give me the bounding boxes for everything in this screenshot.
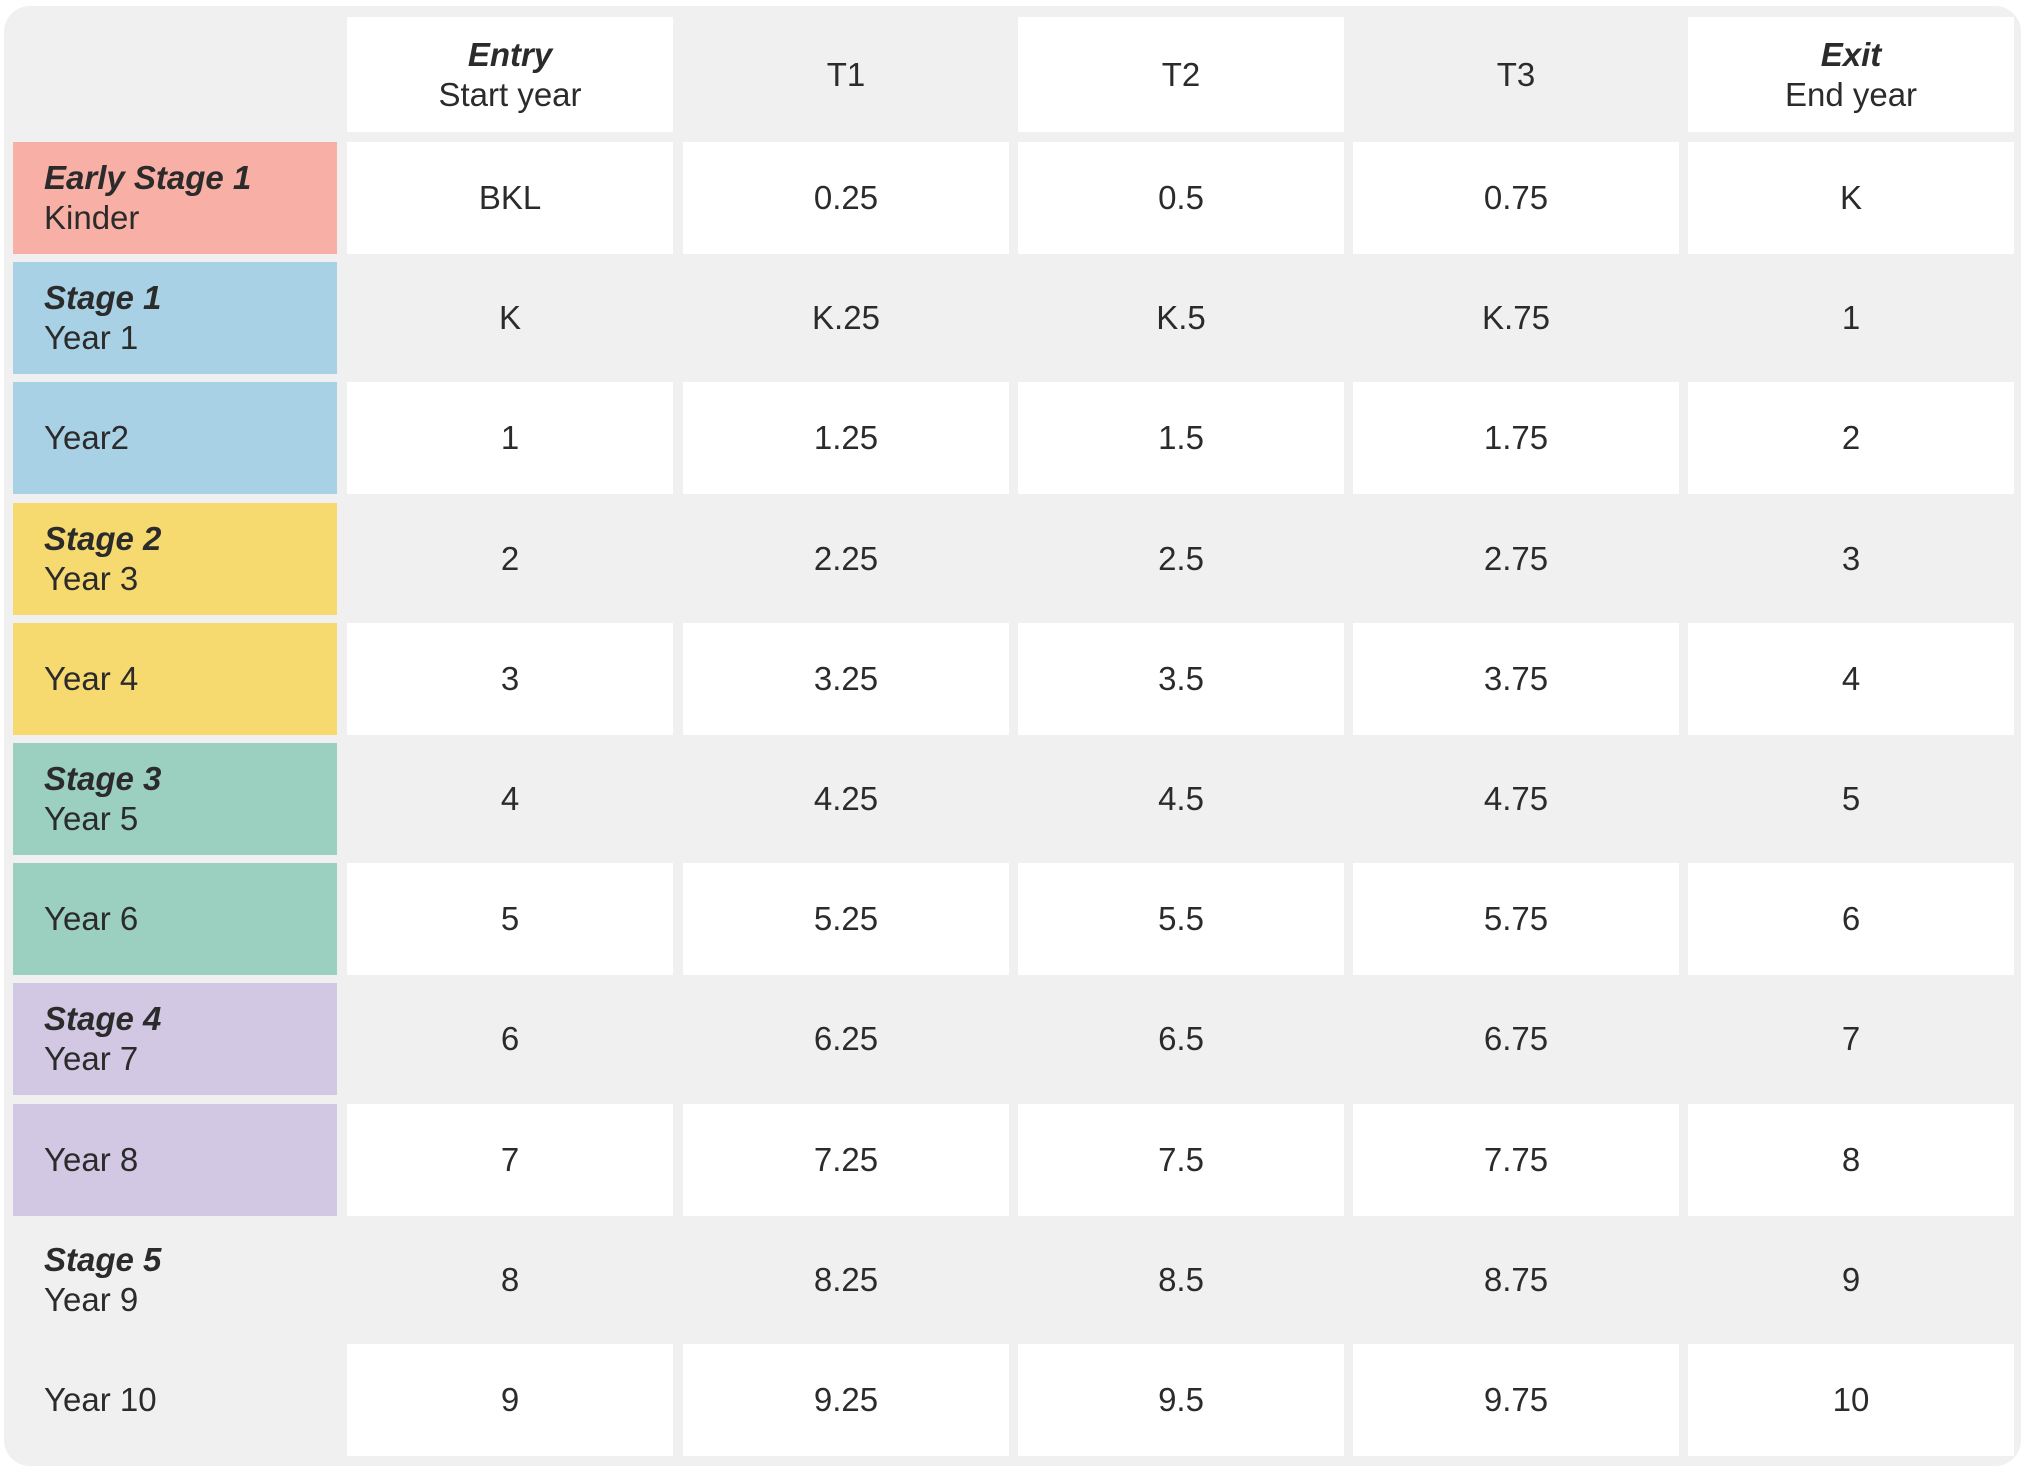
value-cell: K.25	[683, 262, 1009, 374]
value-cell: 3.75	[1353, 623, 1679, 735]
row-label-year-3: Stage 2 Year 3	[13, 503, 337, 615]
value-cell: 1.25	[683, 382, 1009, 494]
value-cell: 0.75	[1353, 142, 1679, 254]
value-cell: 4.5	[1018, 743, 1344, 855]
stage-name: Early Stage 1	[44, 159, 252, 196]
header-cell-t1: T1	[683, 17, 1009, 132]
value-cell: 8	[347, 1224, 673, 1336]
value-cell: 4	[1688, 623, 2014, 735]
value-cell: 7.5	[1018, 1104, 1344, 1216]
stage-name: Stage 4	[44, 1000, 162, 1037]
value-cell: 3.5	[1018, 623, 1344, 735]
value-cell: 7	[347, 1104, 673, 1216]
value-cell: 2	[1688, 382, 2014, 494]
value-cell: 6	[1688, 863, 2014, 975]
header-secondary: End year	[1784, 75, 1918, 113]
value-cell: 4.75	[1353, 743, 1679, 855]
header-cell-end-year: Exit End year	[1688, 17, 2014, 132]
header-secondary: T3	[1496, 55, 1536, 93]
value-cell: 7.75	[1353, 1104, 1679, 1216]
value-cell: 9.75	[1353, 1344, 1679, 1456]
stage-name: Stage 1	[44, 279, 162, 316]
value-cell: 8.25	[683, 1224, 1009, 1336]
row-label-year-6: Year 6	[13, 863, 337, 975]
value-cell: 5.5	[1018, 863, 1344, 975]
value-cell: 7.25	[683, 1104, 1009, 1216]
value-cell: 1	[1688, 262, 2014, 374]
year-name: Year 1	[44, 319, 139, 356]
value-cell: 9.5	[1018, 1344, 1344, 1456]
year-name: Year 6	[44, 900, 139, 937]
value-cell: 6.25	[683, 983, 1009, 1095]
year-name: Year 5	[44, 800, 139, 837]
value-cell: 9	[347, 1344, 673, 1456]
row-label-year-9: Stage 5 Year 9	[13, 1224, 337, 1336]
row-label-year-8: Year 8	[13, 1104, 337, 1216]
table-frame	[4, 6, 2021, 1466]
header-secondary: Start year	[438, 75, 582, 113]
value-cell: BKL	[347, 142, 673, 254]
stage-name: Stage 3	[44, 760, 162, 797]
value-cell: 6.75	[1353, 983, 1679, 1095]
value-cell: 0.5	[1018, 142, 1344, 254]
stage-name: Stage 2	[44, 520, 162, 557]
year-name: Year 7	[44, 1040, 139, 1077]
row-label-year-7: Stage 4 Year 7	[13, 983, 337, 1095]
value-cell: 6.5	[1018, 983, 1344, 1095]
year-name: Year 4	[44, 660, 139, 697]
value-cell: 5.25	[683, 863, 1009, 975]
value-cell: 2.75	[1353, 503, 1679, 615]
header-primary: Exit	[1820, 35, 1882, 73]
header-secondary: T2	[1161, 55, 1201, 93]
value-cell: K.75	[1353, 262, 1679, 374]
row-label-year2: Year2	[13, 382, 337, 494]
stage-name: Stage 5	[44, 1241, 162, 1278]
value-cell: 8.5	[1018, 1224, 1344, 1336]
value-cell: 3	[1688, 503, 2014, 615]
header-cell-t2: T2	[1018, 17, 1344, 132]
value-cell: 3	[347, 623, 673, 735]
row-label-year-5: Stage 3 Year 5	[13, 743, 337, 855]
value-cell: K.5	[1018, 262, 1344, 374]
year-name: Year 9	[44, 1281, 139, 1318]
value-cell: 9	[1688, 1224, 2014, 1336]
value-cell: 4	[347, 743, 673, 855]
year-name: Year 10	[44, 1381, 157, 1418]
year-name: Year 8	[44, 1141, 139, 1178]
row-label-year-1: Stage 1 Year 1	[13, 262, 337, 374]
value-cell: 0.25	[683, 142, 1009, 254]
value-cell: 2	[347, 503, 673, 615]
header-cell-t3: T3	[1353, 17, 1679, 132]
value-cell: 5.75	[1353, 863, 1679, 975]
year-name: Year 3	[44, 560, 139, 597]
year-name: Kinder	[44, 199, 140, 236]
value-cell: K	[1688, 142, 2014, 254]
value-cell: 2.5	[1018, 503, 1344, 615]
header-secondary: T1	[826, 55, 866, 93]
year-name: Year2	[44, 419, 130, 456]
header-primary: Entry	[467, 35, 553, 73]
value-cell: 6	[347, 983, 673, 1095]
row-label-year-4: Year 4	[13, 623, 337, 735]
value-cell: 1.75	[1353, 382, 1679, 494]
value-cell: 5	[1688, 743, 2014, 855]
value-cell: K	[347, 262, 673, 374]
row-label-year-10: Year 10	[13, 1344, 337, 1456]
value-cell: 10	[1688, 1344, 2014, 1456]
value-cell: 8.75	[1353, 1224, 1679, 1336]
value-cell: 9.25	[683, 1344, 1009, 1456]
row-label-kinder: Early Stage 1 Kinder	[13, 142, 337, 254]
header-cell-start-year: Entry Start year	[347, 17, 673, 132]
value-cell: 8	[1688, 1104, 2014, 1216]
value-cell: 7	[1688, 983, 2014, 1095]
value-cell: 3.25	[683, 623, 1009, 735]
value-cell: 1.5	[1018, 382, 1344, 494]
value-cell: 1	[347, 382, 673, 494]
value-cell: 5	[347, 863, 673, 975]
value-cell: 2.25	[683, 503, 1009, 615]
value-cell: 4.25	[683, 743, 1009, 855]
